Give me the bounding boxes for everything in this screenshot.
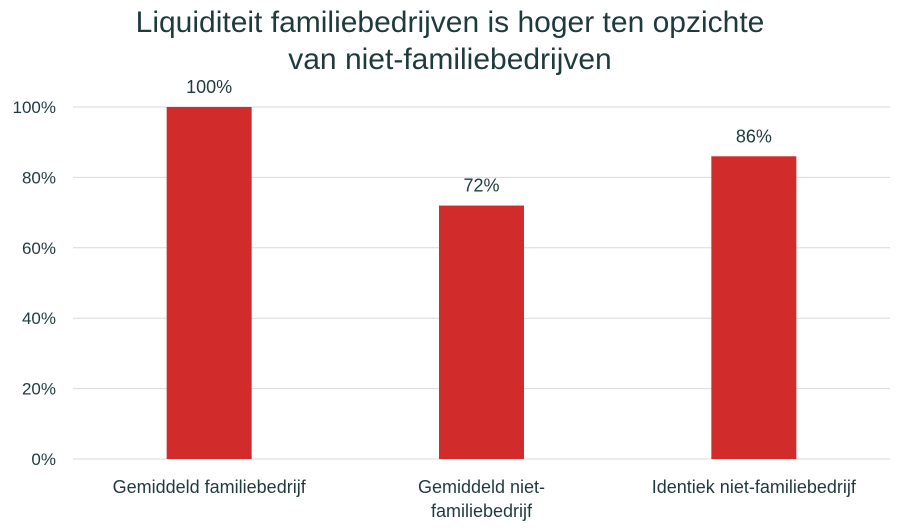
x-tick-label: familiebedrijf xyxy=(431,501,533,521)
data-label: 100% xyxy=(186,77,232,97)
bar xyxy=(166,107,252,459)
chart-title-line-2: van niet-familiebedrijven xyxy=(288,43,612,76)
y-tick-label: 60% xyxy=(22,239,56,258)
chart-title: Liquiditeit familiebedrijven is hoger te… xyxy=(0,4,900,78)
data-label: 86% xyxy=(736,126,772,146)
y-tick-label: 0% xyxy=(31,450,56,469)
bar xyxy=(439,205,524,459)
y-tick-label: 100% xyxy=(13,98,56,117)
x-tick-label: Identiek niet-familiebedrijf xyxy=(652,477,857,497)
y-tick-label: 40% xyxy=(22,309,56,328)
data-label: 72% xyxy=(463,176,499,196)
bar xyxy=(711,156,797,459)
y-tick-label: 20% xyxy=(22,380,56,399)
chart-title-line-1: Liquiditeit familiebedrijven is hoger te… xyxy=(135,6,765,39)
y-tick-label: 80% xyxy=(22,168,56,187)
x-tick-label: Gemiddeld familiebedrijf xyxy=(113,477,307,497)
x-tick-label: Gemiddeld niet- xyxy=(418,477,545,497)
